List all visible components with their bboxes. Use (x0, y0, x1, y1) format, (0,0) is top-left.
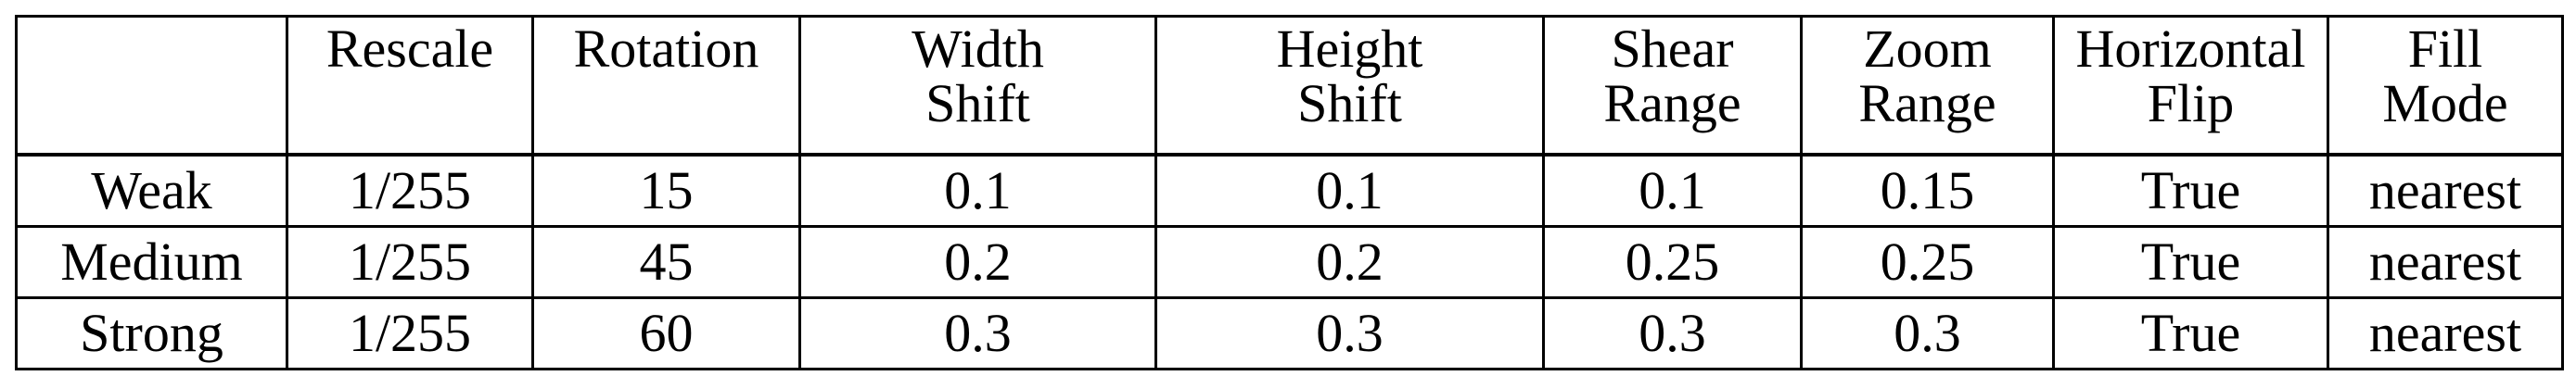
header-line: Shear (1611, 19, 1734, 79)
table-cell: 0.3 (1800, 296, 2055, 370)
table-cell: 0.25 (1800, 225, 2055, 299)
row-label-cell: Medium (15, 225, 288, 299)
table-cell: nearest (2327, 225, 2564, 299)
augmentation-table-container: Rescale Rotation Width Shift Height Shif… (15, 15, 2564, 370)
header-cell-rescale: Rescale (286, 15, 534, 157)
table-cell: 0.1 (1542, 153, 1803, 228)
table-cell: 15 (531, 153, 801, 228)
table-header: Rescale Rotation Width Shift Height Shif… (15, 15, 2564, 157)
header-line: Shift (1297, 73, 1402, 134)
header-line: Range (1858, 73, 1996, 134)
table-cell: 0.1 (1154, 153, 1545, 228)
table-cell: 1/255 (286, 296, 534, 370)
table-cell: True (2052, 153, 2329, 228)
table-row-medium: Medium 1/255 45 0.2 0.2 0.25 0.25 True n… (15, 225, 2564, 299)
header-cell-zoom-range: Zoom Range (1800, 15, 2055, 157)
table-cell: 0.3 (1542, 296, 1803, 370)
row-label-cell: Strong (15, 296, 288, 370)
header-line: Horizontal (2075, 19, 2306, 79)
table-cell: 0.25 (1542, 225, 1803, 299)
table-cell: 1/255 (286, 225, 534, 299)
header-line: Shift (925, 73, 1030, 134)
header-cell-width-shift: Width Shift (798, 15, 1157, 157)
table-cell: 1/255 (286, 153, 534, 228)
header-row: Rescale Rotation Width Shift Height Shif… (15, 15, 2564, 157)
row-label-cell: Weak (15, 153, 288, 228)
header-line: Flip (2147, 73, 2235, 134)
table-cell: 0.3 (798, 296, 1157, 370)
header-line: Rescale (325, 19, 494, 79)
header-line: Height (1276, 19, 1423, 79)
table-cell: 0.3 (1154, 296, 1545, 370)
table-cell: True (2052, 225, 2329, 299)
table-cell: 0.1 (798, 153, 1157, 228)
table-cell: 0.15 (1800, 153, 2055, 228)
table-cell: 45 (531, 225, 801, 299)
table-body: Weak 1/255 15 0.1 0.1 0.1 0.15 True near… (15, 153, 2564, 370)
table-cell: 60 (531, 296, 801, 370)
header-cell-horizontal-flip: Horizontal Flip (2052, 15, 2329, 157)
header-line: Rotation (573, 19, 759, 79)
table-cell: 0.2 (798, 225, 1157, 299)
table-cell: True (2052, 296, 2329, 370)
header-cell-height-shift: Height Shift (1154, 15, 1545, 157)
header-line: Range (1603, 73, 1741, 134)
header-cell-rotation: Rotation (531, 15, 801, 157)
table-row-weak: Weak 1/255 15 0.1 0.1 0.1 0.15 True near… (15, 153, 2564, 228)
table-row-strong: Strong 1/255 60 0.3 0.3 0.3 0.3 True nea… (15, 296, 2564, 370)
table-cell: 0.2 (1154, 225, 1545, 299)
header-cell-shear-range: Shear Range (1542, 15, 1803, 157)
header-line: Fill (2407, 19, 2483, 79)
header-line: Zoom (1863, 19, 1992, 79)
header-line: Width (912, 19, 1044, 79)
table-cell: nearest (2327, 153, 2564, 228)
augmentation-table: Rescale Rotation Width Shift Height Shif… (15, 15, 2564, 370)
header-cell-fill-mode: Fill Mode (2327, 15, 2564, 157)
header-line: Mode (2382, 73, 2508, 134)
table-cell: nearest (2327, 296, 2564, 370)
header-cell-row-label (15, 15, 288, 157)
